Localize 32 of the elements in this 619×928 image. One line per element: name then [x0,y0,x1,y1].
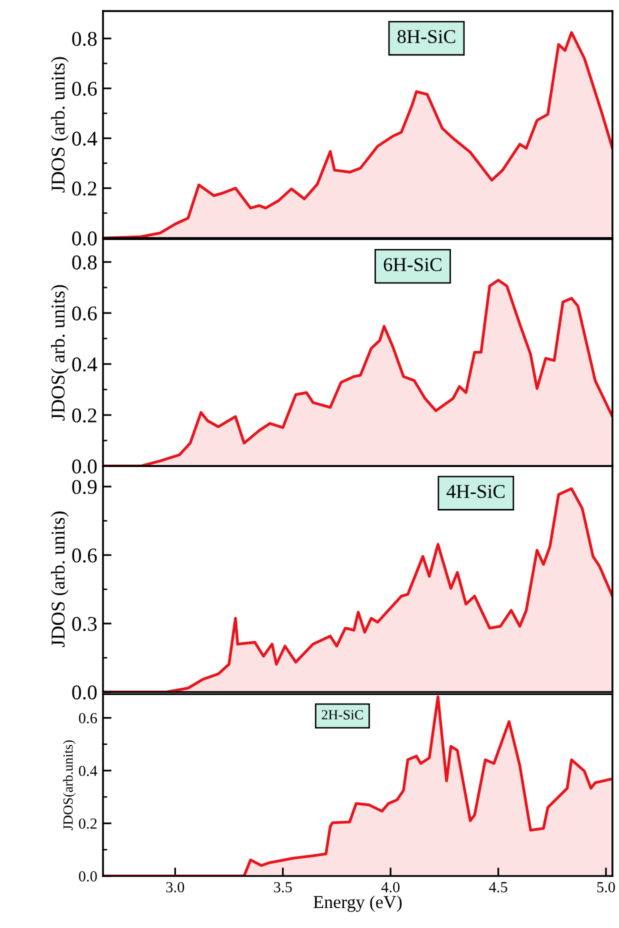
x-tick-label: 5.0 [597,882,615,892]
text: 2H-SiC [322,710,363,720]
y-tick-label: 0.2 [72,182,96,196]
x-tick-label: 3.5 [274,882,292,892]
y-tick-label: 0.6 [72,548,97,563]
y-axis-title: JDOS( arb. units) [50,285,69,420]
y-tick-label: 0.4 [78,766,98,776]
y-tick-label: 0.3 [72,616,97,632]
x-axis-title: Energy (eV) [314,895,402,912]
y-axis-title: JDOS (arb. units) [50,57,69,192]
text: 8H-SiC [398,30,456,44]
y-tick-label: 0.6 [72,306,97,321]
y-tick-label: 0.0 [72,459,97,474]
y-tick-label: 0.8 [72,255,97,270]
x-tick-label: 3.0 [166,882,184,892]
x-tick-label: 4.0 [381,882,400,892]
y-axis-title: JDOS (arb. units) [50,512,69,647]
text: 6H-SiC [384,258,442,272]
y-tick-label: 0.0 [72,685,97,700]
text: 4H-SiC [446,484,505,498]
y-tick-label: 0.8 [72,32,97,46]
y-tick-label: 0.4 [72,132,98,146]
y-tick-label: 0.6 [72,82,97,96]
y-tick-label: 0.0 [78,871,97,882]
y-axis-title: JDOS(arb.units) [62,740,76,830]
x-tick-label: 4.5 [489,882,508,892]
y-tick-label: 0.2 [72,408,96,423]
y-tick-label: 0.0 [72,231,97,246]
y-tick-label: 0.9 [72,480,97,494]
y-tick-label: 0.2 [78,818,97,829]
y-tick-label: 0.4 [72,357,98,372]
y-tick-label: 0.6 [78,713,97,724]
